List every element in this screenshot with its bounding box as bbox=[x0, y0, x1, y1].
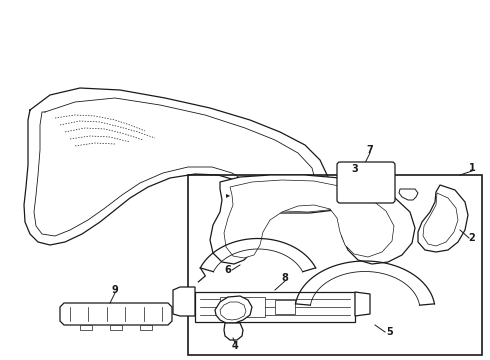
Polygon shape bbox=[418, 185, 468, 252]
Polygon shape bbox=[110, 325, 122, 330]
Polygon shape bbox=[235, 177, 355, 213]
Text: 4: 4 bbox=[232, 341, 238, 351]
Text: 7: 7 bbox=[367, 145, 373, 155]
Bar bbox=[188, 175, 482, 355]
Polygon shape bbox=[355, 292, 370, 316]
Text: 9: 9 bbox=[112, 285, 119, 295]
Text: 8: 8 bbox=[282, 273, 289, 283]
Polygon shape bbox=[173, 287, 195, 316]
Polygon shape bbox=[220, 297, 265, 317]
Text: 3: 3 bbox=[352, 164, 358, 174]
Text: ▸: ▸ bbox=[226, 190, 230, 199]
Polygon shape bbox=[140, 325, 152, 330]
Text: 5: 5 bbox=[387, 327, 393, 337]
FancyBboxPatch shape bbox=[337, 162, 395, 203]
Text: 1: 1 bbox=[468, 163, 475, 173]
Polygon shape bbox=[224, 180, 394, 258]
Polygon shape bbox=[195, 292, 355, 322]
Text: 2: 2 bbox=[468, 233, 475, 243]
Polygon shape bbox=[215, 296, 252, 323]
Polygon shape bbox=[423, 193, 458, 246]
Polygon shape bbox=[399, 189, 418, 200]
Polygon shape bbox=[60, 303, 172, 325]
Polygon shape bbox=[220, 302, 246, 320]
Polygon shape bbox=[275, 300, 295, 314]
Polygon shape bbox=[224, 323, 243, 340]
Polygon shape bbox=[210, 175, 415, 264]
Polygon shape bbox=[80, 325, 92, 330]
Text: 6: 6 bbox=[224, 265, 231, 275]
Polygon shape bbox=[244, 182, 345, 212]
